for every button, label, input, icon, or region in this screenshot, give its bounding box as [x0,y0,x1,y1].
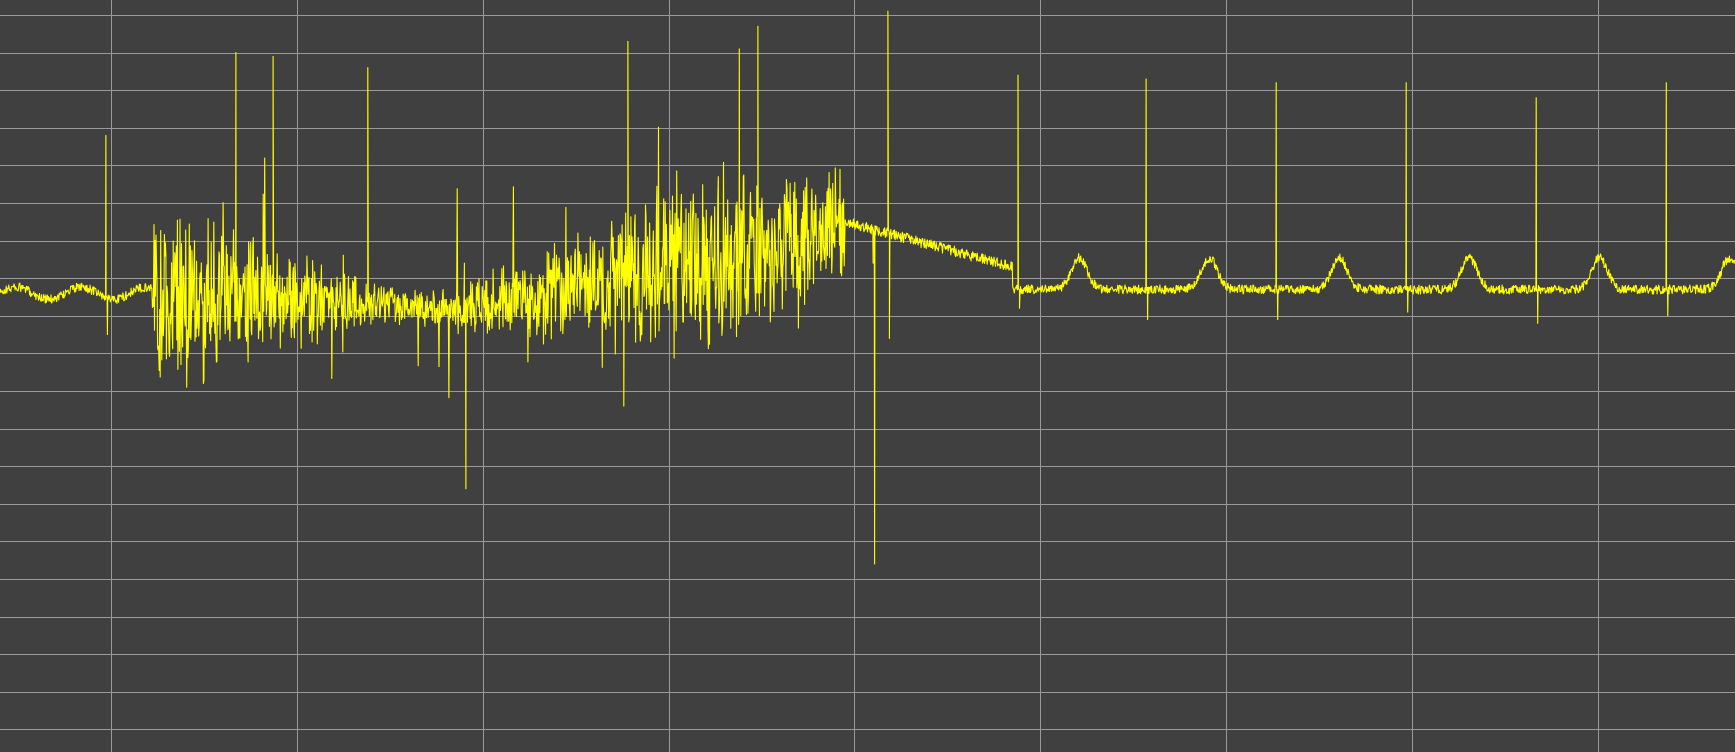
ecg-trace [0,10,1735,565]
ecg-series-line [0,10,1735,565]
